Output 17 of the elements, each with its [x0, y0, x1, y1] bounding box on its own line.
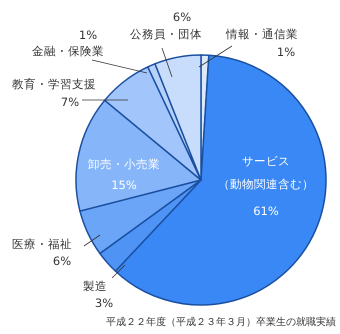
slice-label: サービス（動物関連含む） — [218, 154, 314, 191]
slice-label: 卸売・小売業 — [88, 157, 160, 171]
data-label: 6% — [172, 10, 192, 24]
slice-label: 情報・通信業 — [225, 27, 298, 41]
slice-label: 医療・福祉 — [12, 237, 72, 251]
text: 平成２２年度（平成２３年３月）卒業生の就職実績 — [106, 316, 336, 328]
data-label: 1% — [276, 45, 296, 59]
data-label: 7% — [60, 95, 80, 109]
slice-label: 教育・学習支援 — [12, 77, 96, 91]
data-label: 3% — [94, 296, 114, 310]
data-label: 1% — [78, 28, 98, 42]
data-label: 15% — [111, 178, 137, 192]
slice-label: 公務員・団体 — [130, 27, 202, 41]
slice-label: 金融・保険業 — [32, 44, 104, 58]
slice-label: 製造 — [83, 279, 107, 293]
data-label: 6% — [52, 254, 72, 268]
data-label: 61% — [253, 204, 279, 218]
